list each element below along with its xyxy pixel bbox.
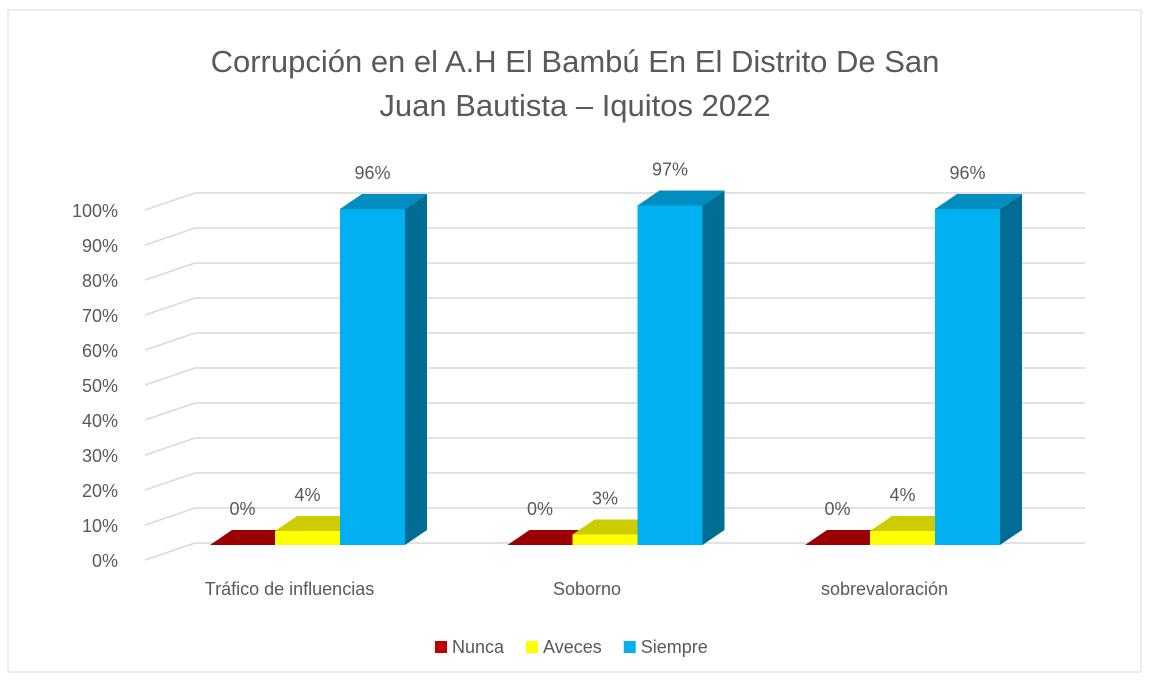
grid-line [144,472,1085,491]
grid-line [144,332,1085,351]
grid-line [144,437,1085,456]
data-label: 0% [527,499,553,519]
bar-front [275,531,340,545]
bar-front [637,205,703,545]
data-label: 96% [354,163,390,183]
data-label: 0% [229,499,255,519]
y-tick-label: 70% [82,306,118,326]
bar [340,194,427,545]
grid-line [144,262,1085,281]
y-tick-label: 10% [82,516,118,536]
bar-top [637,190,725,206]
bar-front [340,209,405,545]
y-tick-label: 50% [82,376,118,396]
grid-line [144,367,1085,386]
bar-side [405,194,427,545]
legend-swatch [623,641,636,653]
y-tick-label: 100% [72,201,118,221]
y-tick-label: 80% [82,271,118,291]
legend-label: Nunca [452,637,505,657]
legend-swatch [435,641,447,653]
bar-side [1000,194,1022,545]
data-label: 3% [592,488,618,508]
grid-line [144,297,1085,316]
y-tick-label: 0% [92,551,118,571]
y-tick-label: 20% [82,481,118,501]
y-tick-label: 60% [82,341,118,361]
data-label: 4% [294,485,320,505]
chart-title: Corrupción en el A.H El Bambú En El Dist… [210,44,940,123]
bar-front [572,534,638,545]
data-label: 4% [889,485,915,505]
data-label: 96% [949,163,985,183]
x-tick-label: Soborno [553,579,621,599]
legend-label: Siempre [641,637,708,657]
data-label: 0% [824,499,850,519]
legend-swatch [526,641,539,653]
bar-front [870,531,935,545]
grid-line [144,542,1085,561]
bar-top [935,194,1022,209]
data-label: 97% [652,159,688,179]
x-tick-label: sobrevaloración [821,579,948,599]
grid-line [144,507,1085,526]
grid-line [144,402,1085,421]
legend-label: Aveces [543,637,602,657]
bar-front [935,209,1000,545]
bar [637,190,725,545]
bar [935,194,1022,545]
x-tick-label: Tráfico de influencias [205,579,374,599]
y-tick-label: 90% [82,236,118,256]
grid-line [144,227,1085,246]
grid-line [144,192,1085,211]
y-tick-label: 40% [82,411,118,431]
bar-side [702,190,725,545]
y-tick-label: 30% [82,446,118,466]
bar-top [340,194,427,209]
